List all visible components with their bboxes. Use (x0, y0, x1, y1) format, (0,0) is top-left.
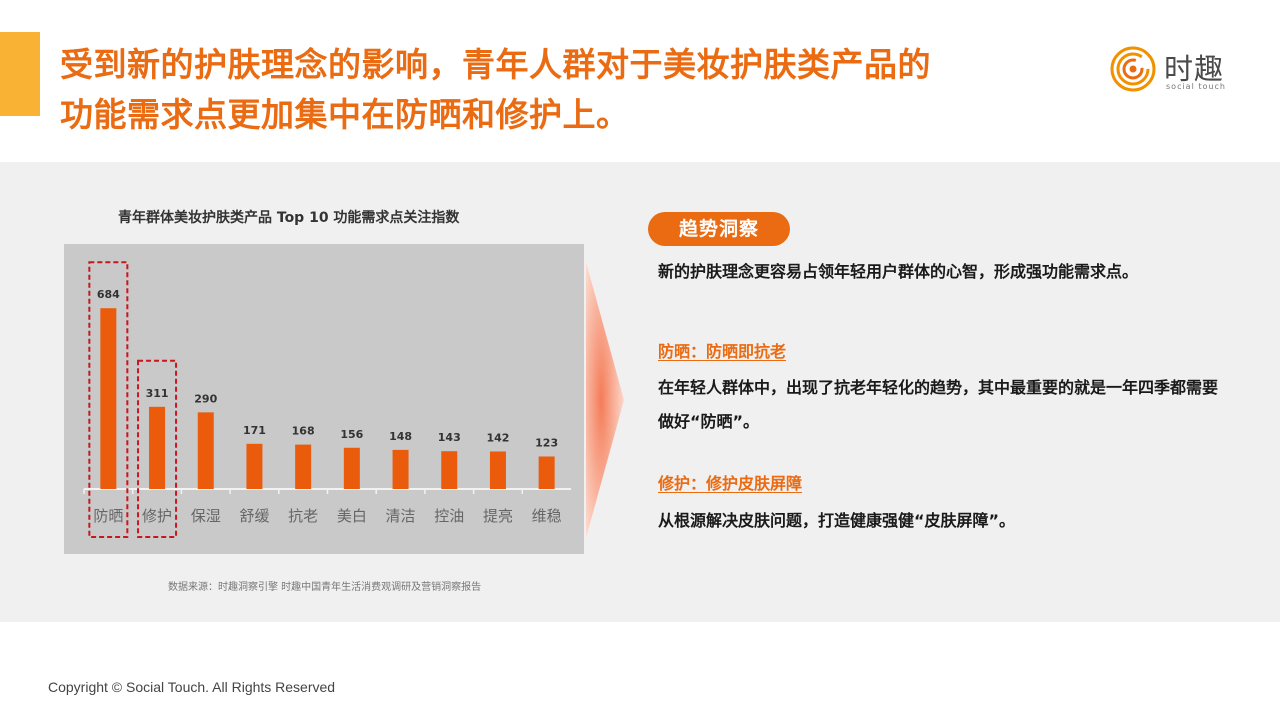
page-title-line-2: 功能需求点更加集中在防晒和修护上。 (60, 95, 630, 134)
sunscreen-heading: 防晒：防晒即抗老 (658, 342, 787, 361)
x-tick-label: 维稳 (532, 507, 562, 525)
bar-2 (149, 406, 166, 489)
bar-value-label: 171 (243, 424, 266, 437)
bar-value-label: 142 (486, 431, 509, 444)
bar-chart: 684 防晒 311 修护 290 保湿 171 舒缓 168 抗老 156 美白 148 清洁 143 控油… (83, 261, 571, 538)
logo-brand-text: 时趣 (1164, 52, 1225, 86)
chart-title: 青年群体美妆护肤类产品 Top 10 功能需求点关注指数 (118, 210, 460, 226)
bar-value-label: 311 (146, 387, 169, 400)
brand-logo: 时趣 social touch (1108, 44, 1238, 94)
repair-body: 从根源解决皮肤问题，打造健康强健“皮肤屏障”。 (658, 511, 1016, 530)
x-tick-label: 控油 (434, 507, 464, 525)
x-tick-label: 美白 (337, 507, 367, 525)
x-tick-label: 防晒 (93, 507, 123, 525)
bar-10 (538, 456, 555, 489)
sunscreen-body: 在年轻人群体中，出现了抗老年轻化的趋势，其中最重要的就是一年四季都需要做好“防晒… (658, 378, 1219, 431)
accent-bar (0, 32, 40, 116)
bar-4 (246, 443, 263, 489)
bar-value-label: 156 (340, 428, 363, 441)
logo-tagline: social touch (1166, 82, 1226, 91)
x-tick-label: 提亮 (483, 507, 513, 525)
bar-9 (489, 451, 506, 489)
repair-heading: 修护：修护皮肤屏障 (658, 474, 803, 493)
bar-value-label: 168 (292, 425, 315, 438)
x-tick-label: 舒缓 (239, 507, 269, 525)
insight-intro: 新的护肤理念更容易占领年轻用户群体的心智，形成强功能需求点。 (658, 262, 1139, 281)
bar-3 (197, 412, 214, 489)
bar-value-label: 148 (389, 430, 412, 443)
page-title-line-1: 受到新的护肤理念的影响，青年人群对于美妆护肤类产品的 (60, 45, 931, 84)
page-title: 受到新的护肤理念的影响，青年人群对于美妆护肤类产品的 功能需求点更加集中在防晒和… (60, 40, 1080, 140)
bar-1 (100, 308, 117, 489)
x-tick-label: 清洁 (386, 507, 416, 525)
bar-value-label: 684 (97, 288, 120, 301)
x-tick-label: 抗老 (288, 507, 318, 525)
bar-7 (392, 449, 409, 489)
highlight-box (137, 359, 178, 538)
bar-value-label: 290 (194, 392, 217, 405)
chart-plot-background (64, 244, 584, 554)
copyright-footer: Copyright © Social Touch. All Rights Res… (48, 679, 336, 695)
arrow-pointer-icon (586, 262, 624, 538)
bar-5 (295, 444, 312, 489)
spiral-logo-icon (1110, 46, 1156, 92)
highlight-box (88, 261, 129, 538)
insight-badge: 趋势洞察 (648, 212, 790, 246)
x-tick-label: 保湿 (191, 507, 221, 525)
bar-8 (441, 451, 458, 489)
x-tick-label: 修护 (142, 507, 172, 525)
bar-6 (343, 447, 360, 489)
bar-value-label: 143 (438, 431, 461, 444)
bar-value-label: 123 (535, 436, 558, 449)
data-source-note: 数据来源：时趣洞察引擎 时趣中国青年生活消费观调研及营销洞察报告 (168, 582, 482, 593)
